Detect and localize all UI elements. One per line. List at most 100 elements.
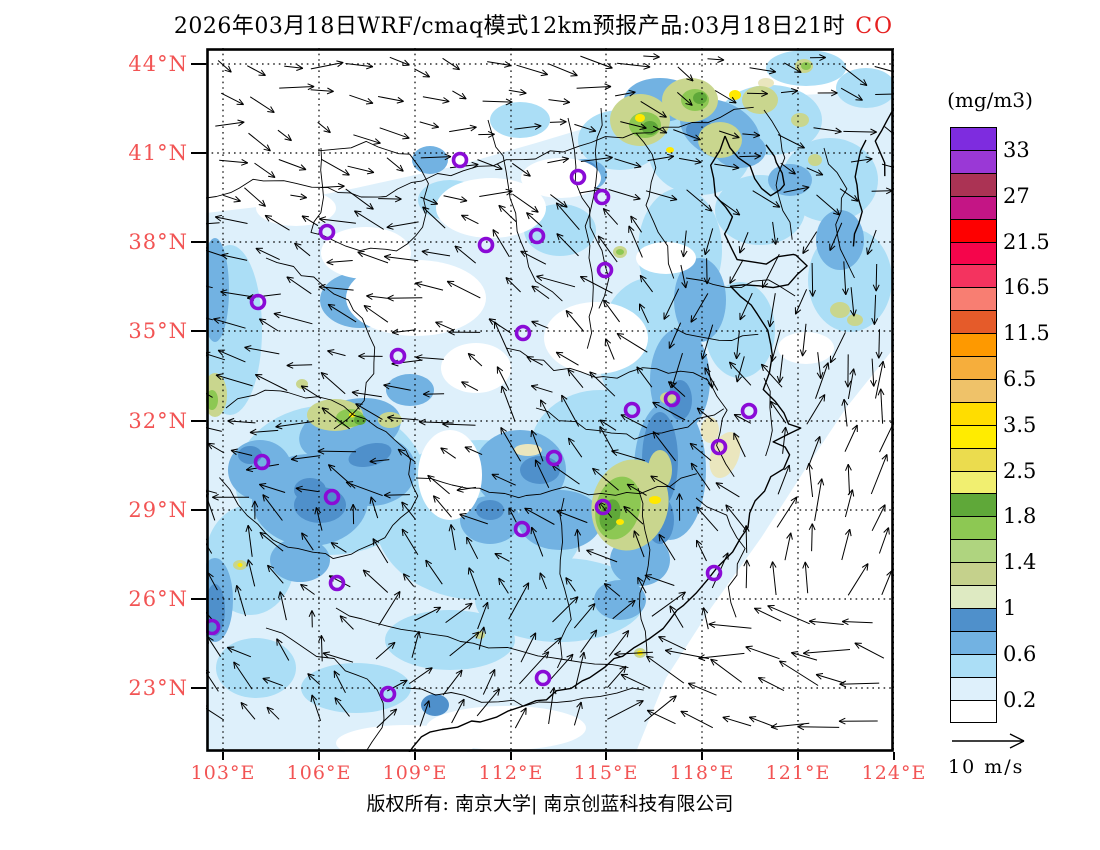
lon-tick — [701, 752, 703, 760]
lat-tick — [191, 509, 206, 511]
city-marker — [513, 520, 531, 538]
legend-color-box — [950, 379, 997, 403]
lon-label: 124°E — [861, 762, 927, 784]
legend-value-label: 33 — [1003, 137, 1030, 162]
lon-tick — [510, 752, 512, 760]
copyright-text: 版权所有: 南京大学| 南京创蓝科技有限公司 — [366, 793, 734, 815]
legend-color-box — [950, 425, 997, 449]
lat-label: 26°N — [128, 587, 188, 611]
shading-base — [206, 48, 894, 752]
legend-color-box — [950, 333, 997, 357]
city-marker — [477, 236, 495, 254]
legend-color-box — [950, 356, 997, 380]
city-marker — [203, 618, 221, 636]
forecast-map — [180, 48, 906, 761]
legend-color-box — [950, 242, 997, 265]
legend-color-box — [950, 608, 997, 632]
legend-color-box — [950, 654, 997, 678]
lon-label: 106°E — [286, 762, 352, 784]
legend-units-label: (mg/m3) — [947, 88, 1033, 112]
lat-label: 32°N — [128, 409, 188, 433]
legend-color-box — [950, 471, 997, 494]
legend-value-label: 6.5 — [1003, 366, 1037, 391]
lat-tick — [191, 330, 206, 332]
lat-label: 23°N — [128, 676, 188, 700]
lat-tick — [191, 687, 206, 689]
city-marker — [623, 401, 641, 419]
lon-label: 103°E — [190, 762, 256, 784]
wind-arrows — [180, 53, 906, 731]
title-pollutant: CO — [855, 14, 895, 39]
legend-value-label: 1 — [1003, 595, 1017, 620]
lat-tick — [191, 598, 206, 600]
legend-color-box — [950, 448, 997, 472]
city-marker — [514, 324, 532, 342]
city-marker — [545, 449, 563, 467]
lon-tick — [893, 752, 895, 760]
legend-color-box — [950, 516, 997, 540]
legend-color-box — [950, 150, 997, 174]
legend-color-box — [950, 287, 997, 311]
legend-color-box — [950, 585, 997, 609]
lat-label: 41°N — [128, 141, 188, 165]
city-marker — [451, 151, 469, 169]
legend-color-box — [950, 196, 997, 220]
lat-tick — [191, 63, 206, 65]
lon-label: 121°E — [765, 762, 831, 784]
map-frame — [206, 48, 894, 752]
legend-color-box — [950, 264, 997, 288]
city-marker — [705, 564, 723, 582]
city-marker — [253, 453, 271, 471]
title-text: 2026年03月18日WRF/cmaq模式12km预报产品:03月18日21时 — [173, 14, 846, 39]
legend-value-label: 27 — [1003, 183, 1030, 208]
lon-label: 115°E — [573, 762, 639, 784]
city-marker — [594, 498, 612, 516]
legend-value-label: 2.5 — [1003, 458, 1037, 483]
legend-color-box — [950, 562, 997, 586]
legend-value-label: 16.5 — [1003, 275, 1050, 300]
legend-value-label: 1.8 — [1003, 504, 1037, 529]
map-canvas — [180, 48, 906, 761]
legend-color-box — [950, 493, 997, 517]
legend-value-label: 21.5 — [1003, 229, 1050, 254]
city-marker — [663, 390, 681, 408]
legend-color-box — [950, 677, 997, 701]
city-marker — [710, 438, 728, 456]
lat-tick — [191, 152, 206, 154]
city-marker — [389, 347, 407, 365]
lon-tick — [414, 752, 416, 760]
city-marker — [528, 227, 546, 245]
lon-tick — [797, 752, 799, 760]
city-marker — [569, 168, 587, 186]
legend-value-label: 11.5 — [1003, 321, 1050, 346]
lon-tick — [318, 752, 320, 760]
city-marker — [740, 402, 758, 420]
lat-label: 38°N — [128, 230, 188, 254]
map-frame — [206, 48, 894, 752]
lat-label: 44°N — [128, 52, 188, 76]
city-markers — [203, 151, 758, 703]
lon-tick — [605, 752, 607, 760]
lon-label: 118°E — [669, 762, 735, 784]
lat-tick — [191, 420, 206, 422]
lon-label: 112°E — [478, 762, 544, 784]
city-marker — [379, 685, 397, 703]
city-marker — [318, 223, 336, 241]
city-marker — [593, 188, 611, 206]
legend-color-box — [950, 700, 997, 723]
wind-scale-label: 10 m/s — [948, 756, 1025, 778]
legend-color-box — [950, 310, 997, 334]
legend-color-box — [950, 173, 997, 197]
legend-value-label: 1.4 — [1003, 550, 1037, 575]
city-marker — [534, 669, 552, 687]
legend-value-label: 0.6 — [1003, 641, 1037, 666]
wind-scale-arrow-icon — [952, 733, 1025, 749]
city-marker — [323, 488, 341, 506]
city-marker — [328, 574, 346, 592]
lon-tick — [222, 752, 224, 760]
lat-tick — [191, 241, 206, 243]
legend-value-label: 3.5 — [1003, 412, 1037, 437]
lat-label: 35°N — [128, 319, 188, 343]
legend-color-box — [950, 539, 997, 563]
